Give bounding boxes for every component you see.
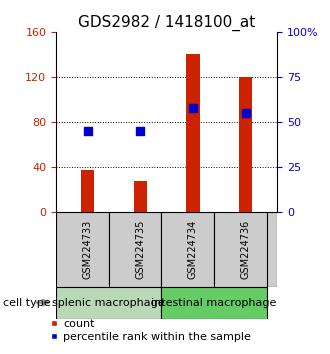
Text: cell type: cell type xyxy=(3,298,51,308)
Text: GSM224734: GSM224734 xyxy=(188,220,198,279)
Point xyxy=(190,105,196,110)
Text: GSM224736: GSM224736 xyxy=(241,220,250,279)
Title: GDS2982 / 1418100_at: GDS2982 / 1418100_at xyxy=(78,14,255,30)
FancyBboxPatch shape xyxy=(214,212,267,287)
Point xyxy=(85,129,90,134)
Point xyxy=(243,110,248,116)
FancyBboxPatch shape xyxy=(56,212,277,287)
Bar xyxy=(81,170,94,212)
FancyBboxPatch shape xyxy=(161,287,267,319)
FancyBboxPatch shape xyxy=(161,212,214,287)
FancyBboxPatch shape xyxy=(109,212,161,287)
Bar xyxy=(239,77,252,212)
Bar xyxy=(186,55,200,212)
Text: splenic macrophage: splenic macrophage xyxy=(52,298,165,308)
FancyBboxPatch shape xyxy=(56,287,161,319)
Legend: count, percentile rank within the sample: count, percentile rank within the sample xyxy=(45,314,255,347)
Text: GSM224735: GSM224735 xyxy=(135,220,145,279)
Bar xyxy=(134,181,147,212)
Text: intestinal macrophage: intestinal macrophage xyxy=(151,298,277,308)
Text: GSM224733: GSM224733 xyxy=(83,220,93,279)
Point xyxy=(138,129,143,134)
FancyBboxPatch shape xyxy=(56,212,109,287)
